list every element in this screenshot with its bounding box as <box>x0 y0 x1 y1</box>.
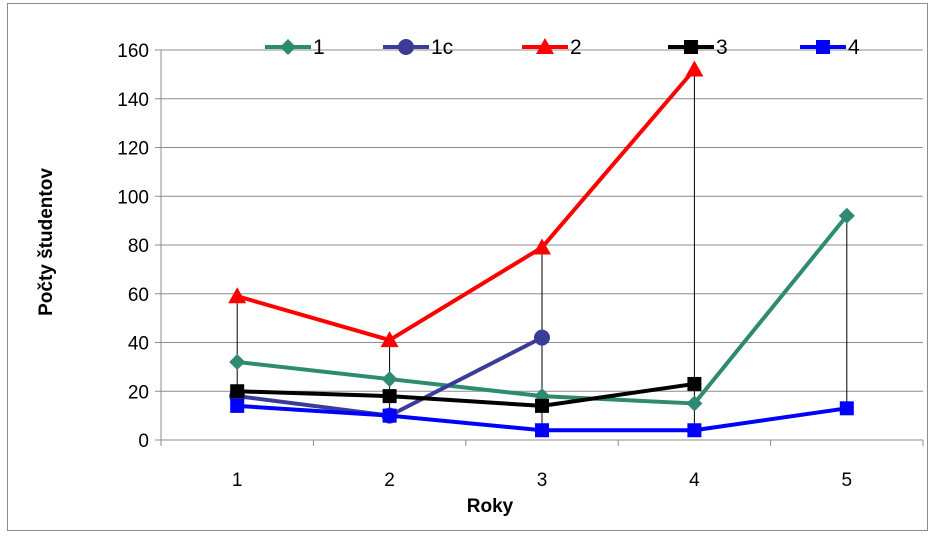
y-tick-label: 80 <box>128 236 149 257</box>
series-2: 59 41 79 152 <box>228 60 704 348</box>
legend-marker <box>536 38 554 54</box>
y-tick-label: 120 <box>117 139 149 160</box>
data-point-1c: 42 <box>534 329 550 346</box>
data-point-3: 18 <box>382 389 397 404</box>
data-point-4: 4 <box>535 423 549 438</box>
data-point-4: 4 <box>687 423 702 438</box>
x-tick-label: 3 <box>537 470 548 491</box>
data-point-3: 23 <box>687 376 702 391</box>
y-tick-label: 100 <box>117 187 149 208</box>
data-point-3: 14 <box>535 398 549 413</box>
y-tick-label: 20 <box>128 382 149 403</box>
x-tick-label: 5 <box>842 470 853 491</box>
legend-marker <box>684 40 698 54</box>
series-4: 14 10 4 4 13 <box>230 398 854 438</box>
x-tick-label: 1 <box>232 470 243 491</box>
series-line-2 <box>235 67 697 343</box>
data-point-2: 59 <box>228 287 247 304</box>
data-point-4: 13 <box>839 401 854 416</box>
legend-label: 4 <box>848 36 860 59</box>
legend-marker <box>816 40 830 54</box>
x-tick-label: 4 <box>689 470 700 491</box>
data-point-2: 152 <box>685 60 704 77</box>
y-tick-label: 140 <box>117 90 149 111</box>
legend-item-3: 3 <box>668 36 728 59</box>
legend-item-1: 1 <box>265 36 325 59</box>
legend-label: 2 <box>570 36 582 59</box>
legend-marker <box>398 39 414 55</box>
data-point-1: 25 <box>381 371 398 388</box>
data-point-1: 32 <box>229 354 246 370</box>
legend-item-1c: 1c <box>383 36 453 59</box>
legend-label: 1c <box>431 36 453 59</box>
series-1: 32 2518 15 92 <box>229 207 855 412</box>
legend-label: 1 <box>313 36 325 59</box>
y-axis-title: Počty študentov <box>36 168 57 316</box>
legend-marker <box>280 39 296 55</box>
y-tick-label: 40 <box>128 334 149 355</box>
data-point-1: 15 <box>686 395 703 412</box>
legend: 1 1c 2 3 4 <box>265 36 860 59</box>
series-layer: 3225181592181042594179152201814231410441… <box>228 60 855 438</box>
series-3: 20 18 14 23 <box>230 376 702 413</box>
data-point-4: 10 <box>382 408 397 423</box>
data-point-2: 79 <box>533 238 551 255</box>
x-axis-ticks: 1 2 3 4 5 <box>160 440 924 491</box>
y-tick-label: 60 <box>128 285 149 306</box>
data-point-2: 41 <box>380 331 399 348</box>
series-line-3 <box>235 381 697 408</box>
y-axis-ticks: 0 20 40 60 80 100 120 140 160 <box>117 41 149 452</box>
data-point-4: 14 <box>230 398 245 413</box>
data-point-1: 92 <box>838 207 855 224</box>
x-tick-label: 2 <box>384 470 395 491</box>
y-tick-label: 160 <box>117 41 149 62</box>
y-tick-label: 0 <box>138 431 149 452</box>
data-point-3: 20 <box>230 384 245 399</box>
legend-label: 3 <box>716 36 728 59</box>
x-axis-title: Roky <box>467 496 514 517</box>
legend-item-4: 4 <box>800 36 860 59</box>
legend-item-2: 2 <box>522 36 582 59</box>
